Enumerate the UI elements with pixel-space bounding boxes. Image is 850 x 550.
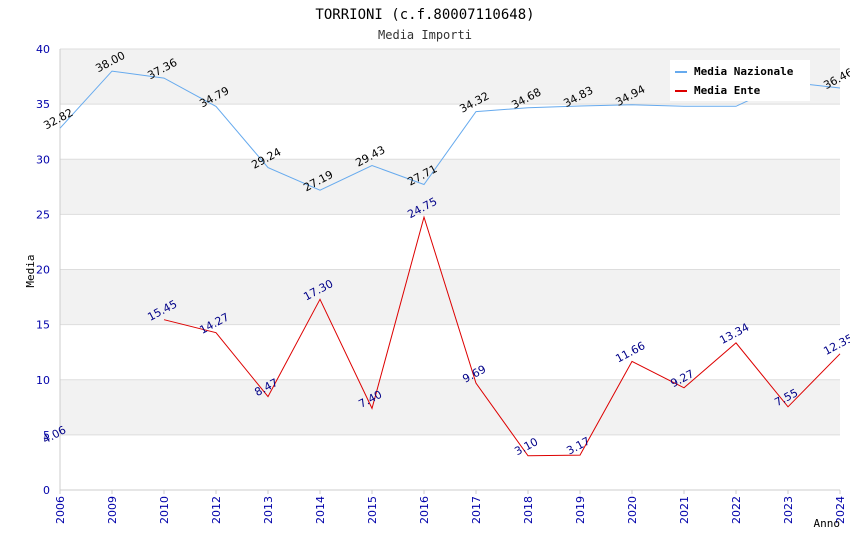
x-tick-label: 2019 (574, 496, 587, 524)
series-line-nazionale (59, 70, 841, 191)
y-tick-label: 30 (36, 153, 50, 166)
series-lines (59, 70, 841, 457)
y-tick-label: 40 (36, 43, 50, 56)
x-tick-label: 2018 (522, 496, 535, 524)
x-tick-labels: 2006 2009 2010 2012 2013 2014 2015 2016 2017 2018… (54, 490, 847, 524)
axes (59, 49, 840, 491)
x-tick-label: 2023 (782, 496, 795, 524)
x-tick-label: 2012 (210, 496, 223, 524)
y-axis-label: Media (24, 254, 37, 287)
legend: Media Nazionale Media Ente (670, 60, 810, 101)
x-tick-label: 2024 (834, 496, 847, 524)
x-axis-label: Anno (814, 517, 841, 530)
series-line-ente (163, 215, 841, 457)
y-tick-labels: 0 5 10 15 20 25 30 35 40 (36, 43, 50, 497)
x-tick-label: 2009 (106, 496, 119, 524)
x-tick-label: 2020 (626, 496, 639, 524)
y-tick-label: 0 (43, 484, 50, 497)
legend-box (670, 60, 810, 101)
y-tick-label: 15 (36, 319, 50, 332)
x-tick-label: 2006 (54, 496, 67, 524)
x-tick-label: 2013 (262, 496, 275, 524)
x-tick-label: 2022 (730, 496, 743, 524)
chart-subtitle: Media Importi (378, 28, 472, 42)
band (60, 159, 840, 215)
band (60, 104, 840, 160)
x-tick-label: 2015 (366, 496, 379, 524)
band (60, 269, 840, 325)
y-tick-label: 10 (36, 374, 50, 387)
x-tick-label: 2014 (314, 496, 327, 524)
legend-label-ente: Media Ente (694, 84, 761, 97)
background-bands (60, 49, 840, 490)
y-tick-label: 35 (36, 98, 50, 111)
band (60, 214, 840, 270)
legend-label-nazionale: Media Nazionale (694, 65, 794, 78)
x-tick-label: 2016 (418, 496, 431, 524)
band (60, 379, 840, 435)
x-tick-label: 2010 (158, 496, 171, 524)
y-tick-label: 25 (36, 208, 50, 221)
band (60, 324, 840, 380)
y-tick-label: 20 (36, 264, 50, 277)
x-tick-label: 2017 (470, 496, 483, 524)
x-tick-label: 2021 (678, 496, 691, 524)
band (60, 434, 840, 490)
chart-title: TORRIONI (c.f.80007110648) (315, 7, 534, 23)
y-tick-label: 5 (43, 429, 50, 442)
